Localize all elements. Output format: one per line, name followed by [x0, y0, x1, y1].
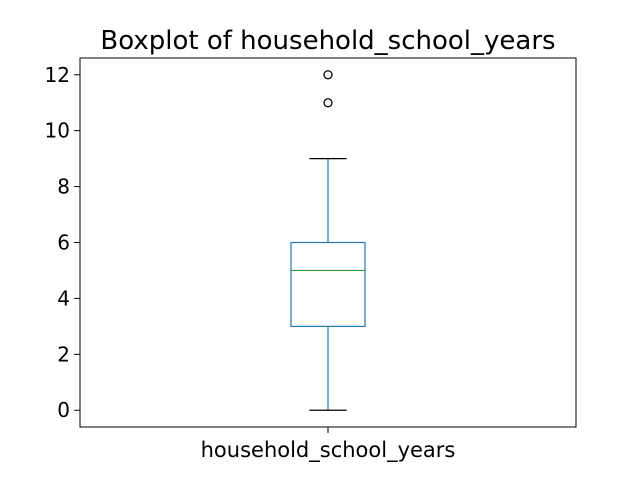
y-tick-label: 8: [57, 175, 70, 199]
y-tick-label: 2: [57, 342, 70, 366]
y-tick-label: 6: [57, 231, 70, 255]
outlier-point: [323, 70, 333, 80]
y-tick-label: 12: [45, 63, 70, 87]
outlier-point: [323, 98, 333, 108]
y-tick-label: 10: [45, 119, 70, 143]
box-group: [290, 70, 366, 411]
iqr-box: [290, 241, 366, 327]
y-tick-label: 4: [57, 286, 70, 310]
x-axis: household_school_years: [201, 427, 456, 463]
chart-title: Boxplot of household_school_years: [100, 26, 555, 56]
y-axis: 0 2 4 6 8 10 12: [45, 63, 80, 422]
x-tick-label: household_school_years: [201, 438, 456, 463]
y-tick-label: 0: [57, 398, 70, 422]
